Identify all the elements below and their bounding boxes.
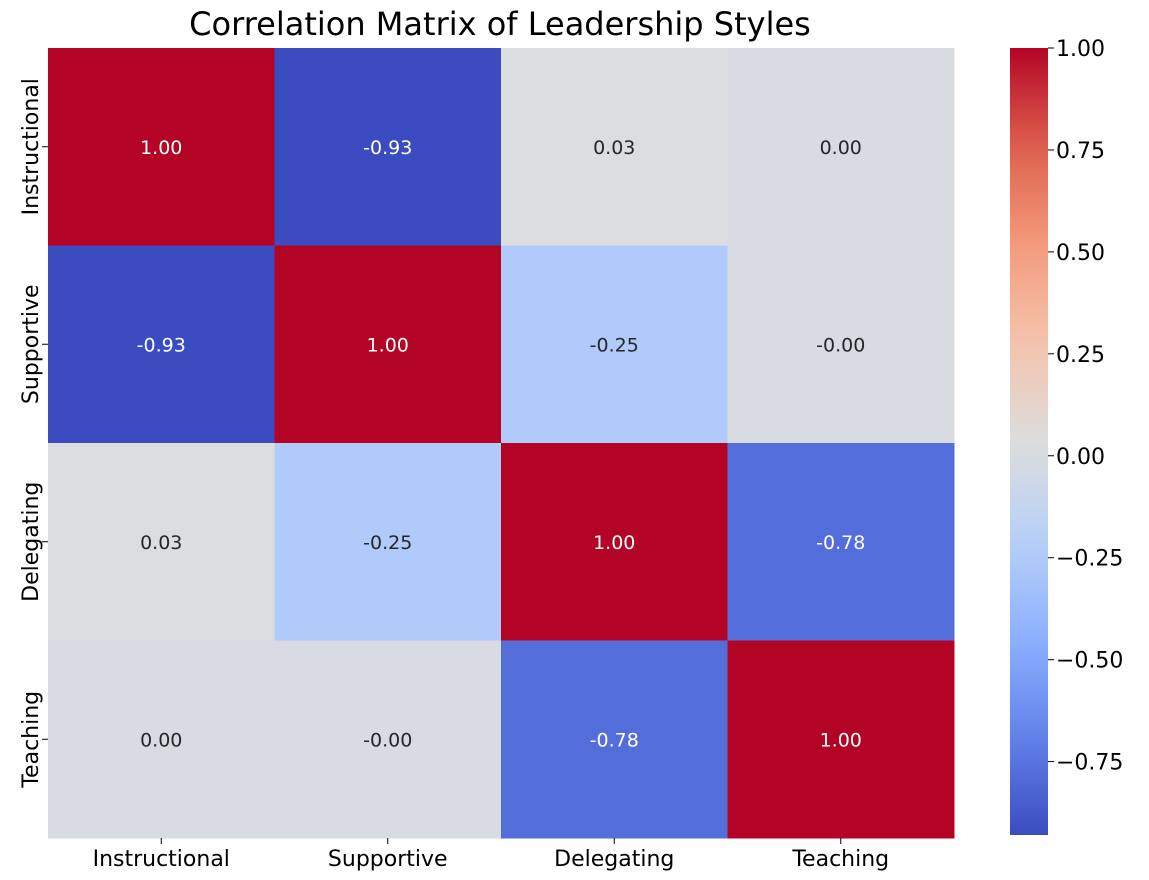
colorbar-tick-label: 0.75 [1056,139,1105,164]
heatmap-cell [48,245,275,444]
cell-annotation: 0.00 [820,137,862,159]
cell-annotation: -0.00 [816,334,865,356]
y-tick-label: Delegating [19,482,44,602]
cell-annotation: 0.03 [140,532,182,554]
cell-annotation: 1.00 [367,334,409,356]
x-tick-label: Delegating [554,847,674,872]
colorbar-tick-label: 1.00 [1056,37,1105,62]
cell-annotation: 1.00 [820,729,862,751]
colorbar-tick-label: −0.75 [1056,751,1123,776]
heatmap-cell [501,48,728,246]
x-tick-label: Teaching [791,847,889,872]
heatmap-cell [48,443,275,641]
heatmap-cell [501,245,728,444]
heatmap-cell [274,640,502,839]
heatmap-cells [48,48,955,839]
heatmap-cell [727,640,955,839]
x-tick-label: Supportive [328,847,448,872]
y-tick-label: Teaching [19,691,44,789]
cell-annotation: 0.00 [140,729,182,751]
colorbar-tick-label: 0.00 [1056,445,1105,470]
cell-annotation: 1.00 [140,137,182,159]
colorbar: 1.00 0.75 0.50 0.25 0.00 −0.25 −0.50 −0.75 [1010,37,1123,835]
cell-annotation: -0.25 [590,334,639,356]
cell-annotation: -0.78 [816,532,865,554]
cell-annotation: -0.25 [363,532,412,554]
heatmap-cell [48,48,275,246]
y-tick-label: Supportive [19,284,44,404]
x-tick-label: Instructional [93,847,230,872]
heatmap-cell [274,48,502,246]
x-axis: Instructional Supportive Delegating Teachin… [93,838,889,872]
cell-annotation: -0.00 [363,729,412,751]
colorbar-gradient [1010,48,1048,835]
colorbar-tick-label: −0.25 [1056,547,1123,572]
colorbar-tick-label: 0.25 [1056,343,1105,368]
heatmap-cell [48,640,275,839]
heatmap-cell [274,443,502,641]
cell-annotation: -0.78 [590,729,639,751]
cell-annotation: -0.93 [363,137,412,159]
heatmap-cell [501,640,728,839]
colorbar-tick-label: −0.50 [1056,649,1123,674]
heatmap-cell [727,48,955,246]
heatmap-cell [274,245,502,444]
cell-annotation: 1.00 [593,532,635,554]
y-axis: Instructional Supportive Delegating Teachin… [19,78,48,789]
cell-annotation: -0.93 [137,334,186,356]
heatmap-annotations: 1.00 -0.93 0.03 0.00 -0.93 1.00 -0.25 -0.00 0.03… [137,137,866,752]
y-tick-label: Instructional [19,78,44,215]
chart-title: Correlation Matrix of Leadership Styles [189,5,811,43]
cell-annotation: 0.03 [593,137,635,159]
heatmap-cell [501,443,728,641]
colorbar-tick-label: 0.50 [1056,241,1105,266]
heatmap-cell [727,443,955,641]
heatmap-cell [727,245,955,444]
